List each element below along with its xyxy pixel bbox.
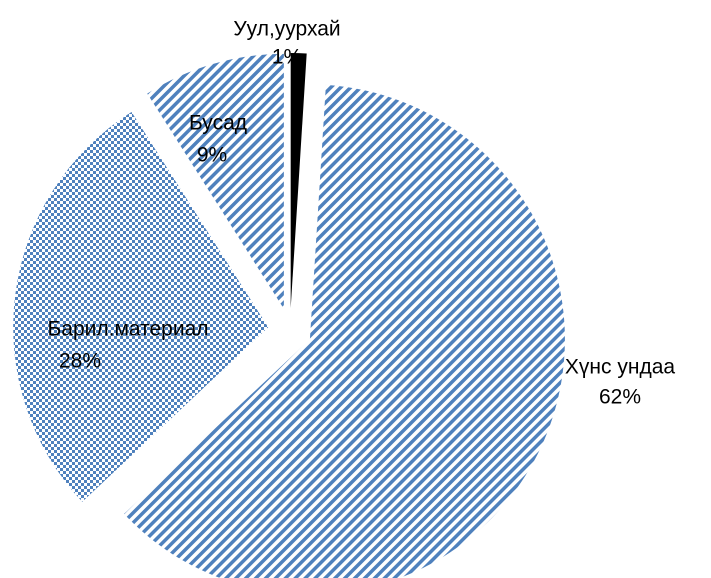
pie-slice	[290, 53, 307, 309]
slice-label: Барил.материал	[47, 318, 208, 341]
pie-slice	[124, 84, 565, 578]
pie-slice	[147, 53, 284, 309]
pie-slice	[13, 111, 269, 502]
slice-value-label: 28%	[59, 350, 101, 373]
slice-value-label: 1%	[272, 46, 302, 69]
slice-label: Уул,уурхай	[233, 18, 340, 41]
slice-value-label: 9%	[197, 144, 227, 167]
slice-label: Хүнс ундаа	[565, 356, 675, 379]
slice-value-label: 62%	[599, 386, 641, 409]
slice-label: Бусад	[189, 112, 247, 135]
